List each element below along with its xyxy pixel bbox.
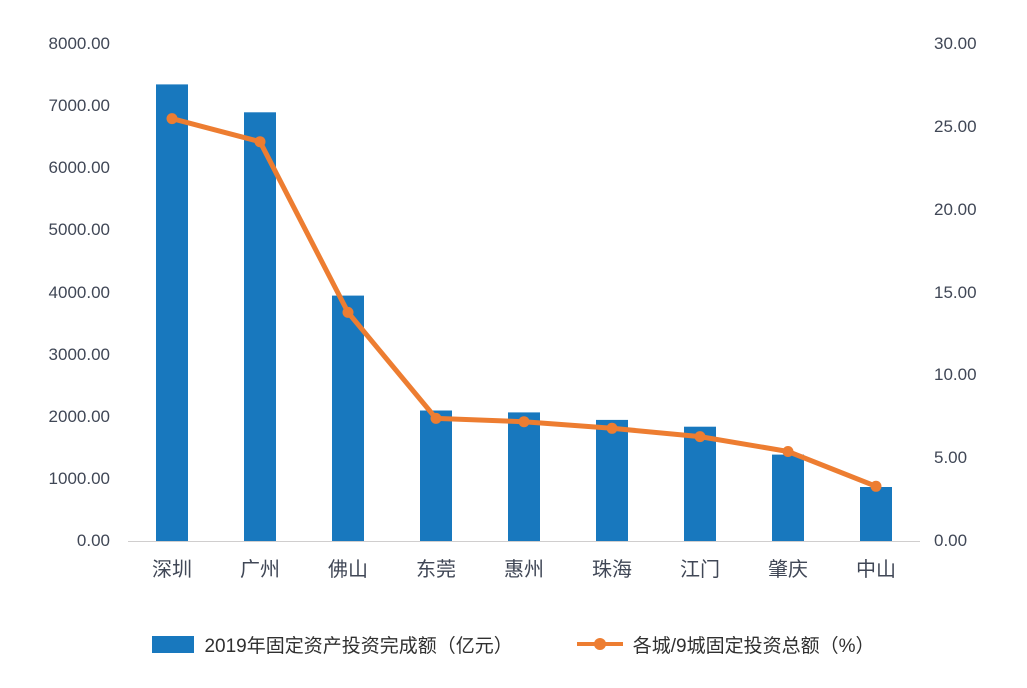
bar-8 — [860, 487, 892, 541]
line-marker-2 — [342, 306, 354, 318]
y-right-tick-1: 5.00 — [934, 448, 968, 468]
y-left-tick-1: 1000.00 — [48, 468, 110, 488]
bar-legend-swatch-icon — [152, 635, 195, 653]
legend-item-line: 各城/9城固定投资总额（%） — [576, 631, 875, 658]
line-marker-1 — [254, 136, 266, 148]
y-right-tick-2: 10.00 — [934, 365, 977, 385]
bar-3 — [420, 410, 452, 541]
y-right-tick-5: 25.00 — [934, 116, 977, 136]
bar-legend-label: 2019年固定资产投资完成额（亿元） — [204, 635, 513, 657]
line-marker-6 — [694, 431, 706, 443]
line-marker-8 — [870, 480, 882, 492]
y-left-tick-2: 2000.00 — [48, 406, 110, 426]
legend-item-bar: 2019年固定资产投资完成额（亿元） — [152, 631, 513, 658]
y-left-tick-3: 3000.00 — [48, 344, 110, 364]
line-marker-7 — [782, 446, 794, 457]
x-category-3: 东莞 — [416, 559, 456, 581]
y-left-tick-8: 8000.00 — [48, 34, 110, 53]
plot-svg — [156, 84, 892, 542]
x-category-6: 江门 — [680, 559, 720, 581]
y-axis-right: 0.00 5.00 10.00 15.00 20.00 25.00 30.00 — [934, 34, 1024, 550]
x-category-7: 肇庆 — [768, 559, 808, 581]
line-marker-3 — [430, 412, 442, 424]
bar-2 — [332, 295, 364, 541]
x-category-8: 中山 — [856, 559, 896, 581]
y-axis-left: 0.00 1000.00 2000.00 3000.00 4000.00 5000.00 6… — [6, 34, 110, 550]
line-marker-4 — [518, 416, 530, 428]
y-right-tick-0: 0.00 — [934, 531, 968, 550]
y-right-tick-4: 20.00 — [934, 199, 977, 219]
bar-1 — [244, 112, 276, 542]
legend: 2019年固定资产投资完成额（亿元） 各城/9城固定投资总额（%） — [0, 626, 1027, 662]
bar-0 — [156, 84, 188, 542]
x-category-1: 广州 — [240, 559, 280, 581]
bar-5 — [596, 419, 628, 541]
y-left-tick-5: 5000.00 — [48, 220, 110, 240]
bar-6 — [684, 426, 716, 541]
y-left-tick-7: 7000.00 — [48, 96, 110, 116]
line-marker-5 — [606, 422, 618, 434]
plot-area — [128, 44, 920, 542]
x-category-0: 深圳 — [152, 559, 192, 581]
line-marker-0 — [166, 113, 178, 125]
bar-7 — [772, 454, 804, 541]
bar-4 — [508, 412, 540, 541]
y-left-tick-0: 0.00 — [76, 531, 110, 550]
y-left-tick-6: 6000.00 — [48, 158, 110, 178]
y-right-tick-3: 15.00 — [934, 282, 977, 302]
x-category-5: 珠海 — [592, 559, 632, 581]
line-legend-swatch-icon — [576, 637, 623, 651]
line-legend-dot — [593, 638, 606, 650]
x-category-4: 惠州 — [504, 559, 544, 581]
x-axis: 深圳 广州 佛山 东莞 惠州 珠海 江门 肇庆 中山 — [128, 556, 920, 586]
y-right-tick-6: 30.00 — [934, 34, 977, 53]
y-left-tick-4: 4000.00 — [48, 282, 110, 302]
x-category-2: 佛山 — [328, 559, 368, 581]
line-legend-label: 各城/9城固定投资总额（%） — [632, 635, 875, 657]
